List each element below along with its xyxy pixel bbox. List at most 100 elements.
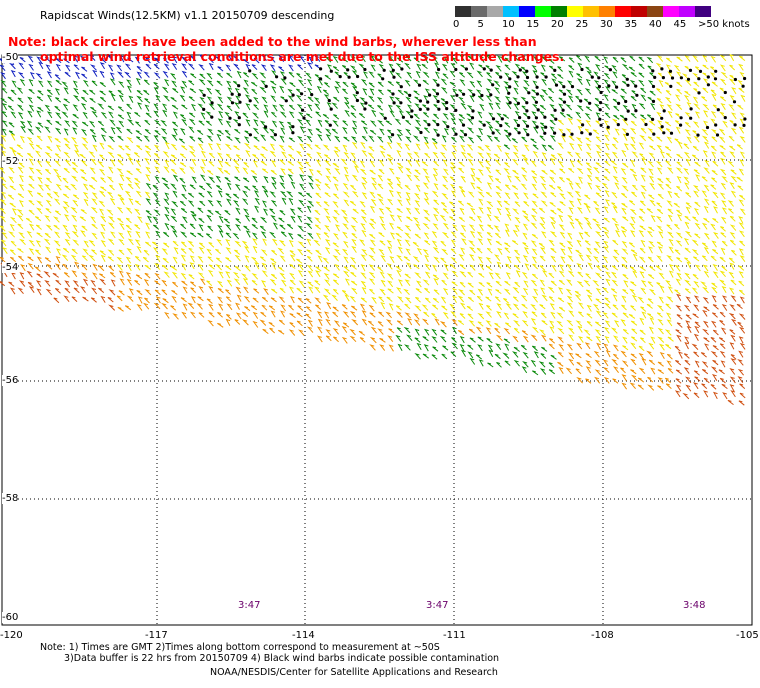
wind-barb xyxy=(431,336,438,343)
wind-barb xyxy=(531,111,537,119)
wind-barb xyxy=(306,113,313,119)
wind-barb xyxy=(359,160,366,168)
wind-barb xyxy=(470,174,476,182)
wind-barb xyxy=(62,224,69,232)
wind-barb xyxy=(513,103,519,111)
wind-barb xyxy=(721,207,728,215)
wind-barb xyxy=(576,73,583,79)
wind-barb xyxy=(324,74,331,80)
wind-barb xyxy=(692,72,700,80)
wind-barb xyxy=(370,177,377,184)
wind-barb xyxy=(80,55,87,61)
wind-barb xyxy=(98,208,104,216)
wind-barb xyxy=(458,135,465,143)
wind-barb xyxy=(477,288,484,296)
wind-barb xyxy=(72,280,79,287)
quality-flag-dot xyxy=(399,101,403,105)
quality-flag-dot xyxy=(742,123,746,127)
wind-barb xyxy=(595,335,602,343)
wind-barb xyxy=(451,144,457,152)
wind-barb xyxy=(637,384,644,390)
wind-barb xyxy=(370,198,377,206)
wind-barb xyxy=(189,311,196,319)
wind-barb xyxy=(55,97,62,103)
wind-barb xyxy=(664,160,672,167)
wind-barb xyxy=(539,122,547,128)
wind-barb xyxy=(332,66,340,72)
wind-barb xyxy=(432,346,439,352)
wind-barb xyxy=(719,350,726,358)
wind-barb xyxy=(440,257,447,264)
wind-barb xyxy=(344,278,350,286)
wind-barb xyxy=(172,88,179,94)
wind-barb xyxy=(109,231,116,239)
wind-barb xyxy=(188,274,195,280)
wind-barb xyxy=(137,102,142,110)
wind-barb xyxy=(703,377,710,384)
note-line-1: Note: black circles have been added to t… xyxy=(8,34,537,49)
wind-barb xyxy=(485,120,493,128)
wind-barb xyxy=(433,160,440,167)
wind-barb xyxy=(449,104,457,111)
wind-barb xyxy=(712,249,719,255)
wind-barb xyxy=(701,96,708,102)
wind-barb xyxy=(361,150,368,157)
wind-barb xyxy=(404,279,411,286)
quality-flag-dot xyxy=(248,99,252,103)
wind-barb xyxy=(18,255,25,262)
wind-barb xyxy=(658,272,665,280)
wind-barb xyxy=(315,232,322,240)
wind-barb xyxy=(458,288,465,296)
wind-barb xyxy=(710,110,717,118)
wind-barb xyxy=(215,257,223,263)
wind-barb xyxy=(349,310,357,318)
wind-barb xyxy=(487,344,494,352)
wind-barb xyxy=(568,206,574,215)
wind-barb xyxy=(739,151,745,159)
lon-label-108: -108 xyxy=(591,630,614,641)
wind-barb xyxy=(414,272,422,279)
wind-barb xyxy=(307,270,314,278)
quality-flag-dot xyxy=(355,98,359,103)
wind-barb xyxy=(549,202,556,207)
wind-barb xyxy=(216,142,222,151)
wind-barb xyxy=(180,128,186,136)
wind-barb xyxy=(71,270,78,278)
wind-barb xyxy=(387,81,394,87)
colorbar-swatch xyxy=(471,6,487,17)
wind-barb xyxy=(693,370,700,376)
wind-barb xyxy=(323,208,330,215)
wind-barb xyxy=(90,297,97,303)
wind-barb xyxy=(271,249,278,256)
wind-barb xyxy=(64,159,71,167)
wind-barb xyxy=(676,175,682,184)
wind-barb xyxy=(560,248,566,256)
wind-barb xyxy=(27,128,34,135)
wind-barb xyxy=(404,273,411,279)
wind-barb xyxy=(244,130,251,136)
wind-barb xyxy=(89,167,96,175)
wind-barb xyxy=(135,77,141,86)
wind-barb xyxy=(640,167,647,173)
wind-barb xyxy=(315,270,321,278)
wind-barb xyxy=(558,103,564,111)
wind-barb xyxy=(550,255,557,263)
wind-barb xyxy=(171,271,178,279)
wind-barb xyxy=(478,272,485,278)
wind-barb xyxy=(611,80,618,88)
quality-flag-dot xyxy=(581,123,585,127)
wind-barb xyxy=(576,263,583,270)
wind-barb xyxy=(602,359,609,367)
wind-barb xyxy=(216,152,223,160)
wind-barb xyxy=(719,377,726,384)
wind-barb xyxy=(198,217,205,223)
wind-barb xyxy=(567,270,575,277)
wind-barb xyxy=(98,287,105,293)
wind-barb xyxy=(458,89,464,95)
wind-barb xyxy=(576,361,583,367)
wind-barb xyxy=(110,159,116,167)
wind-barb xyxy=(413,90,420,96)
wind-barb xyxy=(351,160,358,167)
quality-flag-dot xyxy=(679,123,683,127)
wind-barb xyxy=(145,150,152,158)
